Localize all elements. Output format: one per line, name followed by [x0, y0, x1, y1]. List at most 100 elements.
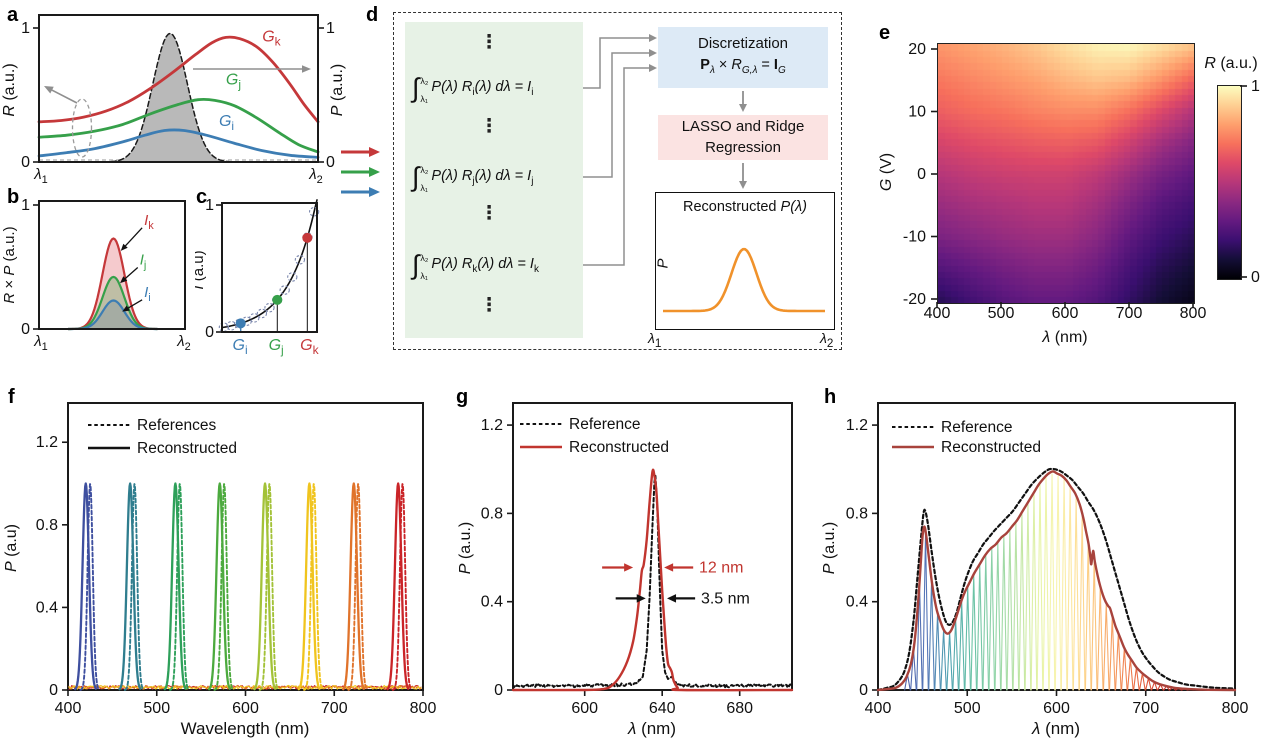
svg-text:Gi: Gi	[232, 337, 247, 357]
svg-text:Gj: Gj	[269, 337, 284, 357]
panel-label-g: g	[456, 386, 469, 408]
svg-text:References: References	[137, 417, 217, 434]
svg-text:P (a.u.): P (a.u.)	[329, 64, 346, 116]
integral-equation-j: ∫ λ₂ λ₁ P(λ) Rj(λ) dλ = Ij	[412, 161, 534, 193]
svg-text:500: 500	[143, 700, 170, 717]
svg-text:500: 500	[988, 305, 1015, 322]
svg-text:12 nm: 12 nm	[699, 559, 743, 576]
svg-text:Reference: Reference	[941, 419, 1013, 436]
vertical-dots: ⋮	[479, 295, 499, 316]
svg-text:3.5 nm: 3.5 nm	[701, 590, 750, 607]
svg-text:1: 1	[326, 20, 335, 37]
reconstructed-spectrum-box: Reconstructed P(λ) P	[655, 192, 835, 330]
panel-label-d: d	[366, 4, 379, 26]
svg-text:1: 1	[1251, 78, 1260, 95]
svg-text:-20: -20	[903, 291, 926, 308]
svg-text:680: 680	[726, 700, 753, 717]
svg-text:Reconstructed: Reconstructed	[941, 439, 1041, 456]
flowchart-dashed-border	[393, 12, 842, 350]
panel-label-f: f	[8, 386, 15, 408]
recon-orange-peak	[663, 247, 825, 313]
svg-text:500: 500	[954, 700, 981, 717]
svg-text:Ij: Ij	[140, 252, 147, 272]
svg-text:0: 0	[494, 682, 503, 699]
svg-text:640: 640	[649, 700, 676, 717]
svg-text:0: 0	[21, 321, 30, 338]
svg-text:800: 800	[1222, 700, 1249, 717]
svg-text:λ1: λ1	[33, 333, 48, 353]
svg-text:Reference: Reference	[569, 416, 641, 433]
discretization-formula: Pλ × RG,λ = IG	[700, 57, 786, 76]
svg-text:1: 1	[21, 197, 30, 214]
svg-text:800: 800	[1180, 305, 1207, 322]
svg-text:700: 700	[1116, 305, 1143, 322]
svg-text:0: 0	[205, 324, 214, 341]
discretization-title: Discretization	[697, 35, 789, 52]
svg-text:Reconstructed: Reconstructed	[137, 440, 237, 457]
svg-text:R (a.u.): R (a.u.)	[1204, 55, 1257, 72]
regression-box: LASSO and Ridge Regression	[658, 115, 828, 160]
panel-label-h: h	[824, 386, 837, 408]
panel-label-c: c	[196, 186, 208, 208]
svg-text:Ik: Ik	[144, 212, 154, 232]
svg-text:Gk: Gk	[300, 337, 319, 357]
svg-text:0: 0	[49, 682, 58, 699]
svg-text:λ1: λ1	[33, 166, 48, 185]
svg-text:0: 0	[1251, 269, 1260, 286]
panel-e-responsivity-heatmap	[937, 43, 1195, 304]
panel-c-intensity-vs-gate-chart: 1 0 Gi Gj Gk I (a.u)	[195, 197, 320, 357]
panel-label-a: a	[7, 4, 19, 26]
svg-text:600: 600	[1043, 700, 1070, 717]
svg-text:1: 1	[205, 197, 214, 214]
svg-text:P (a.u): P (a.u)	[3, 524, 20, 572]
svg-text:600: 600	[571, 700, 598, 717]
svg-text:I (a.u): I (a.u)	[195, 250, 207, 289]
panel-g-single-peak-chart: 600 640 680 0 0.4 0.8 1.2 12 nm 3.5 nm Reference R…	[457, 402, 794, 738]
svg-text:1.2: 1.2	[481, 417, 503, 434]
vertical-dots: ⋮	[479, 116, 499, 137]
panel-label-b: b	[7, 186, 20, 208]
svg-text:R × P (a.u.): R × P (a.u.)	[1, 226, 18, 303]
svg-text:λ (nm): λ (nm)	[1041, 329, 1087, 346]
svg-text:R (a.u.): R (a.u.)	[1, 63, 18, 116]
panel-f-narrowband-reconstruction-chart: 400 500 600 700 800 0 0.4 0.8 1.2 References Recon…	[3, 402, 436, 738]
svg-text:0: 0	[859, 682, 868, 699]
reconstructed-title: Reconstructed P(λ)	[683, 199, 807, 215]
panel-b-product-spectra-chart: Ik Ij Ii 1 0λ1 λ2 R × P (a.u.)	[1, 197, 191, 353]
svg-text:20: 20	[908, 41, 926, 58]
svg-text:Gk: Gk	[262, 28, 281, 48]
svg-text:1: 1	[21, 20, 30, 37]
vertical-dots: ⋮	[479, 203, 499, 224]
svg-text:1.2: 1.2	[36, 434, 58, 451]
panel-h-broadband-reconstruction-chart: 400 500 600 700 800 0 0.4 0.8 1.2 Reference Recons…	[821, 402, 1249, 738]
svg-text:0.8: 0.8	[846, 505, 868, 522]
svg-text:10: 10	[908, 104, 926, 121]
svg-text:λ2: λ2	[176, 333, 191, 353]
svg-text:Gj: Gj	[226, 71, 241, 91]
svg-text:700: 700	[321, 700, 348, 717]
svg-text:400: 400	[55, 700, 82, 717]
svg-text:0.4: 0.4	[846, 594, 868, 611]
integral-equation-k: ∫ λ₂ λ₁ P(λ) Rk(λ) dλ = Ik	[412, 249, 539, 281]
svg-text:Ii: Ii	[144, 284, 151, 304]
svg-text:P (a.u.): P (a.u.)	[457, 522, 474, 574]
svg-text:0.8: 0.8	[481, 505, 503, 522]
svg-text:λ (nm): λ (nm)	[1031, 719, 1080, 738]
integral-equations-panel	[405, 22, 583, 338]
svg-text:λ (nm): λ (nm)	[627, 719, 676, 738]
svg-text:600: 600	[232, 700, 259, 717]
svg-text:1.2: 1.2	[846, 417, 868, 434]
discretization-box: Discretization Pλ × RG,λ = IG	[658, 27, 828, 88]
svg-text:0: 0	[917, 166, 926, 183]
panel-d-flowchart: ⋮ ∫ λ₂ λ₁ P(λ) Ri(λ) dλ = Ii ⋮ ∫ λ₂ λ₁ P(λ…	[390, 5, 862, 357]
svg-text:-10: -10	[903, 229, 926, 246]
svg-text:Gi: Gi	[219, 113, 234, 133]
colorbar	[1217, 85, 1242, 280]
vertical-dots: ⋮	[479, 32, 499, 53]
svg-text:λ2: λ2	[308, 166, 323, 185]
integral-equation-i: ∫ λ₂ λ₁ P(λ) Ri(λ) dλ = Ii	[412, 72, 534, 104]
svg-text:Reconstructed: Reconstructed	[569, 439, 669, 456]
